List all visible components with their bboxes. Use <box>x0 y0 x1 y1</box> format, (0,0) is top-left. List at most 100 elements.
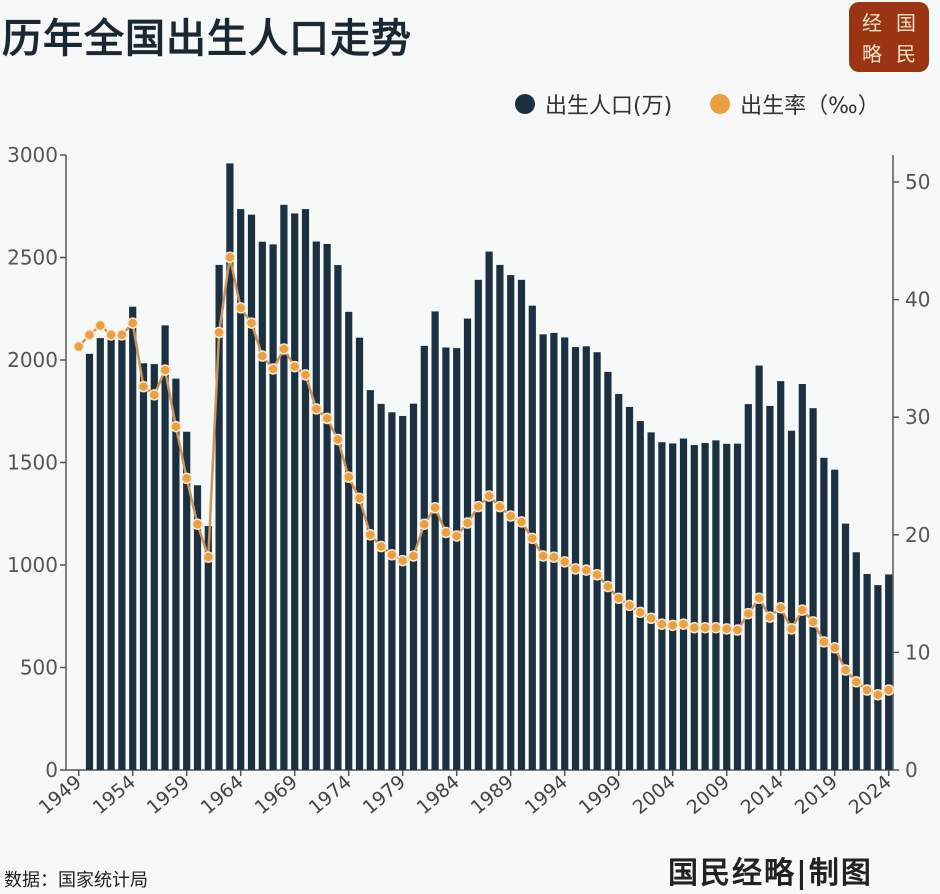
birth-rate-point <box>267 363 279 375</box>
birth-rate-point <box>234 302 247 314</box>
x-axis-tick-label: 1999 <box>575 771 626 819</box>
bar-births <box>291 213 299 771</box>
bar-births <box>701 443 709 770</box>
birth-rate-point <box>526 532 539 545</box>
bar-births <box>355 337 364 770</box>
birth-rate-point <box>764 611 776 623</box>
left-axis-tick-label: 3000 <box>7 143 58 167</box>
bar-births <box>593 352 601 770</box>
birth-rate-point <box>386 549 398 561</box>
birth-rate-point <box>504 510 517 522</box>
bar-births <box>118 339 126 770</box>
left-axis-tick-label: 2000 <box>7 348 58 372</box>
birth-rate-point <box>288 360 301 373</box>
logo-char: 国 <box>896 11 916 35</box>
bar-births <box>571 347 580 770</box>
birth-rate-point <box>666 619 679 632</box>
credit: 国民经略|制图 <box>668 856 873 891</box>
bar-births <box>604 371 612 770</box>
bar-births <box>183 431 191 770</box>
birth-rate-point <box>882 684 895 696</box>
bar-births <box>215 264 223 770</box>
bar-births <box>615 394 623 770</box>
bar-births <box>582 346 590 770</box>
bar-births <box>625 406 634 770</box>
bar-births <box>247 214 256 770</box>
bar-births <box>388 412 396 770</box>
bar-births <box>820 457 828 770</box>
bar-births <box>204 526 212 770</box>
bar-births <box>237 209 245 770</box>
x-axis-tick-label: 1959 <box>143 771 194 819</box>
bar-births <box>733 443 742 770</box>
birth-rate-point <box>299 369 312 381</box>
birth-rate-point <box>116 329 128 341</box>
birth-rate-point <box>450 530 463 542</box>
bar-births <box>193 485 202 770</box>
birth-rate-point <box>634 606 647 619</box>
birth-rate-point <box>278 343 290 355</box>
bar-births <box>766 405 774 770</box>
birth-rate-point <box>677 618 690 630</box>
birth-rate-point <box>461 517 474 529</box>
bar-births <box>107 339 115 770</box>
bar-births <box>809 408 817 770</box>
legend-label: 出生人口(万) <box>545 94 673 119</box>
bar-births <box>96 338 104 770</box>
logo-char: 民 <box>896 42 916 66</box>
birth-rate-point <box>580 564 593 576</box>
birth-rate-line <box>77 257 890 697</box>
birth-rate-point <box>602 580 614 593</box>
x-axis-tick-label: 1984 <box>413 771 464 819</box>
birth-rate-point <box>645 612 657 625</box>
birth-rate-point <box>418 518 431 530</box>
birth-rate-point <box>839 664 852 676</box>
birth-rate-point <box>720 623 733 635</box>
x-axis-tick-label: 1964 <box>197 771 248 819</box>
left-axis-tick-label: 2500 <box>7 246 58 270</box>
x-axis-tick-label: 1974 <box>305 771 356 819</box>
birth-rate-point <box>861 684 873 696</box>
bar-births <box>258 241 266 771</box>
birth-rate-point <box>83 329 96 341</box>
birth-rate-point <box>774 601 787 614</box>
x-axis-tick-label: 1949 <box>35 771 86 819</box>
legend: 出生人口(万) 出生率（‰） <box>515 88 918 120</box>
logo-char: 略 <box>862 42 882 66</box>
birth-rate-point <box>440 526 452 539</box>
brand-logo: 经 国 略 民 <box>849 2 929 72</box>
birth-rate-point <box>828 641 841 654</box>
logo-char: 经 <box>862 11 882 35</box>
bar-births <box>744 404 752 770</box>
bar-births <box>161 325 169 770</box>
bar-births <box>485 251 493 770</box>
birth-rate-point <box>180 472 193 485</box>
bar-births <box>798 383 806 770</box>
birth-rate-point <box>850 676 863 688</box>
left-axis-tick-label: 1000 <box>7 553 58 577</box>
x-axis-tick-label: 2009 <box>683 771 734 819</box>
left-axis-tick-label: 0 <box>45 758 58 782</box>
birth-rate-point <box>785 623 798 635</box>
bar-births <box>755 365 763 770</box>
birth-rate-point <box>548 551 560 563</box>
bar-births <box>647 432 655 770</box>
legend-label: 出生率（‰） <box>740 94 880 119</box>
birth-rate-point <box>753 592 765 605</box>
x-axis-tick-label: 2004 <box>629 771 680 819</box>
birth-rate-point <box>796 604 809 616</box>
birth-rate-point <box>353 492 366 505</box>
birth-rate-point <box>818 636 830 648</box>
birth-rate-point <box>332 433 344 446</box>
birth-rate-point <box>656 618 668 630</box>
birth-rate-point <box>126 317 139 329</box>
birth-rate-point <box>731 624 744 636</box>
bar-births <box>852 552 860 770</box>
legend-marker-icon <box>515 94 535 114</box>
bar-births <box>345 311 353 770</box>
bar-births <box>129 306 137 770</box>
bar-births <box>679 438 688 770</box>
birth-rate-point <box>375 540 387 553</box>
birth-rate-point <box>407 550 420 562</box>
